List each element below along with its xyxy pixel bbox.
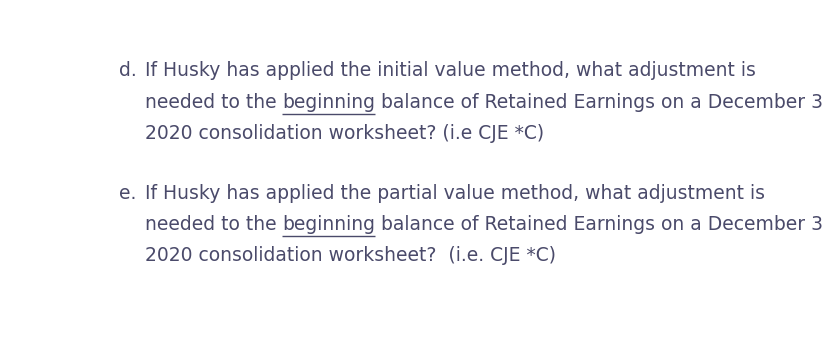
Text: 2020 consolidation worksheet? (i.e CJE *C): 2020 consolidation worksheet? (i.e CJE *… — [144, 124, 544, 143]
Text: 2020 consolidation worksheet?  (i.e. CJE *C): 2020 consolidation worksheet? (i.e. CJE … — [144, 246, 556, 265]
Text: beginning: beginning — [282, 215, 375, 234]
Text: beginning: beginning — [282, 92, 375, 112]
Text: If Husky has applied the partial value method, what adjustment is: If Husky has applied the partial value m… — [144, 184, 765, 203]
Text: e.: e. — [119, 184, 136, 203]
Text: balance of Retained Earnings on a December 31,: balance of Retained Earnings on a Decemb… — [375, 215, 825, 234]
Text: needed to the: needed to the — [144, 215, 282, 234]
Text: d.: d. — [119, 61, 137, 80]
Text: If Husky has applied the initial value method, what adjustment is: If Husky has applied the initial value m… — [144, 61, 756, 80]
Text: needed to the: needed to the — [144, 92, 282, 112]
Text: balance of Retained Earnings on a December 31,: balance of Retained Earnings on a Decemb… — [375, 92, 825, 112]
